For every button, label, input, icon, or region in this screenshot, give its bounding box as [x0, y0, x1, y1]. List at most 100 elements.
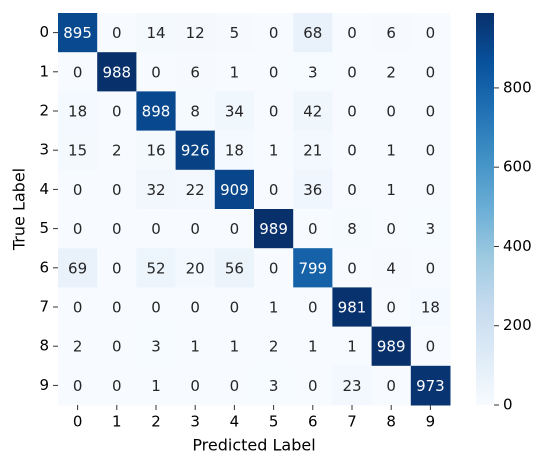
cell-label: 0	[347, 181, 357, 199]
cell	[254, 248, 294, 288]
y-tick-label: 5	[39, 219, 49, 237]
x-tick-label: 6	[308, 413, 318, 431]
cell-label: 909	[220, 181, 249, 199]
cell	[97, 209, 137, 249]
cell-label: 1	[386, 142, 396, 160]
cell-label: 0	[73, 220, 83, 238]
cell	[254, 169, 294, 210]
cell-label: 16	[146, 142, 165, 160]
cell	[332, 209, 373, 249]
cell-label: 0	[230, 377, 240, 395]
cell	[97, 248, 137, 288]
cell	[410, 52, 451, 92]
cell-label: 0	[112, 220, 122, 238]
cell-label: 0	[426, 181, 436, 199]
cell-label: 0	[308, 377, 318, 395]
cell-label: 1	[386, 181, 396, 199]
cell-label: 1	[269, 142, 279, 160]
cell	[332, 248, 373, 288]
cell-label: 14	[146, 24, 165, 42]
cell-label: 0	[269, 63, 279, 81]
cell	[410, 130, 451, 171]
cell	[332, 287, 373, 328]
cell	[175, 130, 216, 171]
cell-label: 0	[269, 259, 279, 277]
cell-label: 0	[426, 338, 436, 356]
cell-label: 1	[190, 338, 200, 356]
cell-label: 989	[377, 338, 406, 356]
cell	[332, 130, 373, 171]
cell-label: 1	[347, 338, 357, 356]
cell-label: 3	[308, 63, 318, 81]
cell	[332, 91, 373, 132]
cell-label: 2	[112, 142, 122, 160]
cell	[293, 91, 333, 132]
cell-label: 0	[112, 259, 122, 277]
cell	[97, 326, 137, 367]
cell-label: 0	[347, 103, 357, 121]
cell-label: 18	[225, 142, 244, 160]
cell	[58, 52, 98, 92]
cell	[254, 91, 294, 132]
cell	[136, 287, 177, 328]
cell-label: 0	[151, 63, 161, 81]
cell	[136, 326, 177, 367]
cell-label: 18	[68, 103, 87, 121]
cell-label: 0	[112, 299, 122, 317]
cell	[97, 91, 137, 132]
cell-label: 0	[73, 377, 83, 395]
cell-label: 0	[151, 220, 161, 238]
y-tick-label: 0	[39, 23, 49, 41]
cell-label: 898	[142, 103, 171, 121]
cell	[136, 13, 177, 53]
cell-label: 56	[225, 259, 244, 277]
cell	[58, 326, 98, 367]
cell	[293, 365, 333, 406]
cell-label: 0	[386, 220, 396, 238]
cell	[214, 248, 255, 288]
cell	[293, 209, 333, 249]
cell-label: 0	[347, 142, 357, 160]
cell-label: 799	[298, 259, 327, 277]
cell-label: 2	[73, 338, 83, 356]
cell-label: 1	[308, 338, 318, 356]
cell-label: 0	[112, 24, 122, 42]
cell	[58, 365, 98, 406]
x-tick-label: 2	[151, 413, 161, 431]
cell	[410, 13, 451, 53]
cell	[214, 52, 255, 92]
cell	[136, 130, 177, 171]
cell-label: 0	[426, 259, 436, 277]
cell	[58, 287, 98, 328]
cell	[293, 169, 333, 210]
cell	[58, 91, 98, 132]
cell	[58, 169, 98, 210]
cell-label: 0	[347, 63, 357, 81]
cell	[371, 365, 412, 406]
cell	[136, 209, 177, 249]
cell	[410, 209, 451, 249]
y-tick-label: 8	[39, 337, 49, 355]
cell	[214, 326, 255, 367]
cell	[136, 91, 177, 132]
cell	[371, 13, 412, 53]
cell-label: 1	[151, 377, 161, 395]
cell-label: 0	[386, 377, 396, 395]
cell	[175, 52, 216, 92]
y-axis-label: True Label	[10, 168, 29, 251]
cell	[175, 91, 216, 132]
cell-label: 21	[303, 142, 322, 160]
cell	[410, 169, 451, 210]
cell-label: 0	[230, 299, 240, 317]
cell-label: 0	[112, 181, 122, 199]
cell-label: 0	[308, 299, 318, 317]
cell-label: 0	[426, 142, 436, 160]
cell-label: 0	[151, 299, 161, 317]
cell-label: 0	[112, 103, 122, 121]
cell-label: 68	[303, 24, 322, 42]
cell	[371, 130, 412, 171]
cell	[136, 248, 177, 288]
cell	[371, 248, 412, 288]
cell-label: 0	[73, 299, 83, 317]
